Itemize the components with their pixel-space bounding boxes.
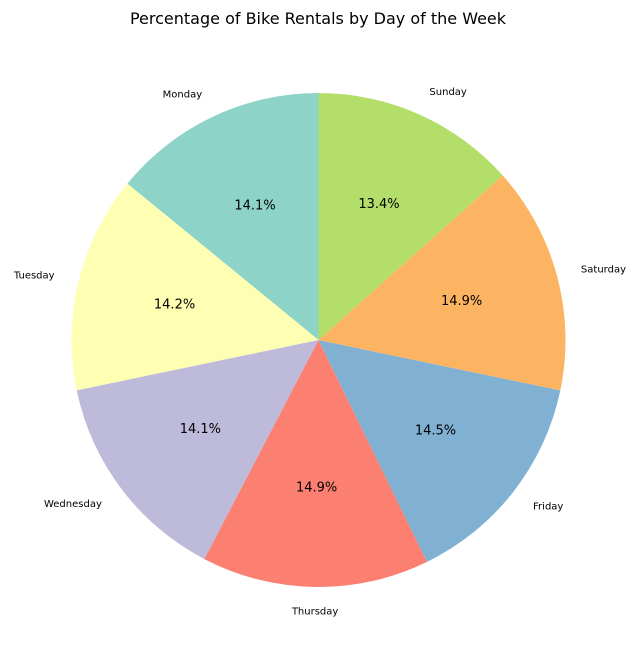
percentage-label-thursday: 14.9% xyxy=(296,481,337,496)
pie-slice-saturday xyxy=(318,175,566,391)
category-label-thursday: Thursday xyxy=(291,607,339,618)
pie-slice-thursday xyxy=(204,340,428,587)
category-label-wednesday: Wednesday xyxy=(44,499,102,510)
category-label-monday: Monday xyxy=(163,89,203,100)
category-label-saturday: Saturday xyxy=(581,265,626,276)
percentage-label-monday: 14.1% xyxy=(234,199,275,214)
pie-slice-wednesday xyxy=(76,340,319,560)
percentage-label-sunday: 13.4% xyxy=(358,197,399,212)
category-label-friday: Friday xyxy=(533,502,563,513)
category-label-sunday: Sunday xyxy=(429,87,466,98)
category-labels: Monday Tuesday Wednesday Thursday Friday Satu… xyxy=(13,87,626,618)
pie-slice-friday xyxy=(318,340,561,562)
pie-slice-monday xyxy=(127,93,319,340)
pie-slice-sunday xyxy=(318,93,503,340)
percentage-label-wednesday: 14.1% xyxy=(180,422,221,437)
pie-slice-tuesday xyxy=(71,183,319,391)
percentage-label-saturday: 14.9% xyxy=(441,294,482,309)
percentage-labels: 14.1% 14.2% 14.1% 14.9% 14.5% 14.9% 13.4% xyxy=(154,197,482,495)
chart-title: Percentage of Bike Rentals by Day of the… xyxy=(130,9,507,28)
percentage-label-friday: 14.5% xyxy=(415,423,456,438)
pie-slices xyxy=(71,93,566,587)
percentage-label-tuesday: 14.2% xyxy=(154,297,195,312)
category-label-tuesday: Tuesday xyxy=(13,270,55,281)
